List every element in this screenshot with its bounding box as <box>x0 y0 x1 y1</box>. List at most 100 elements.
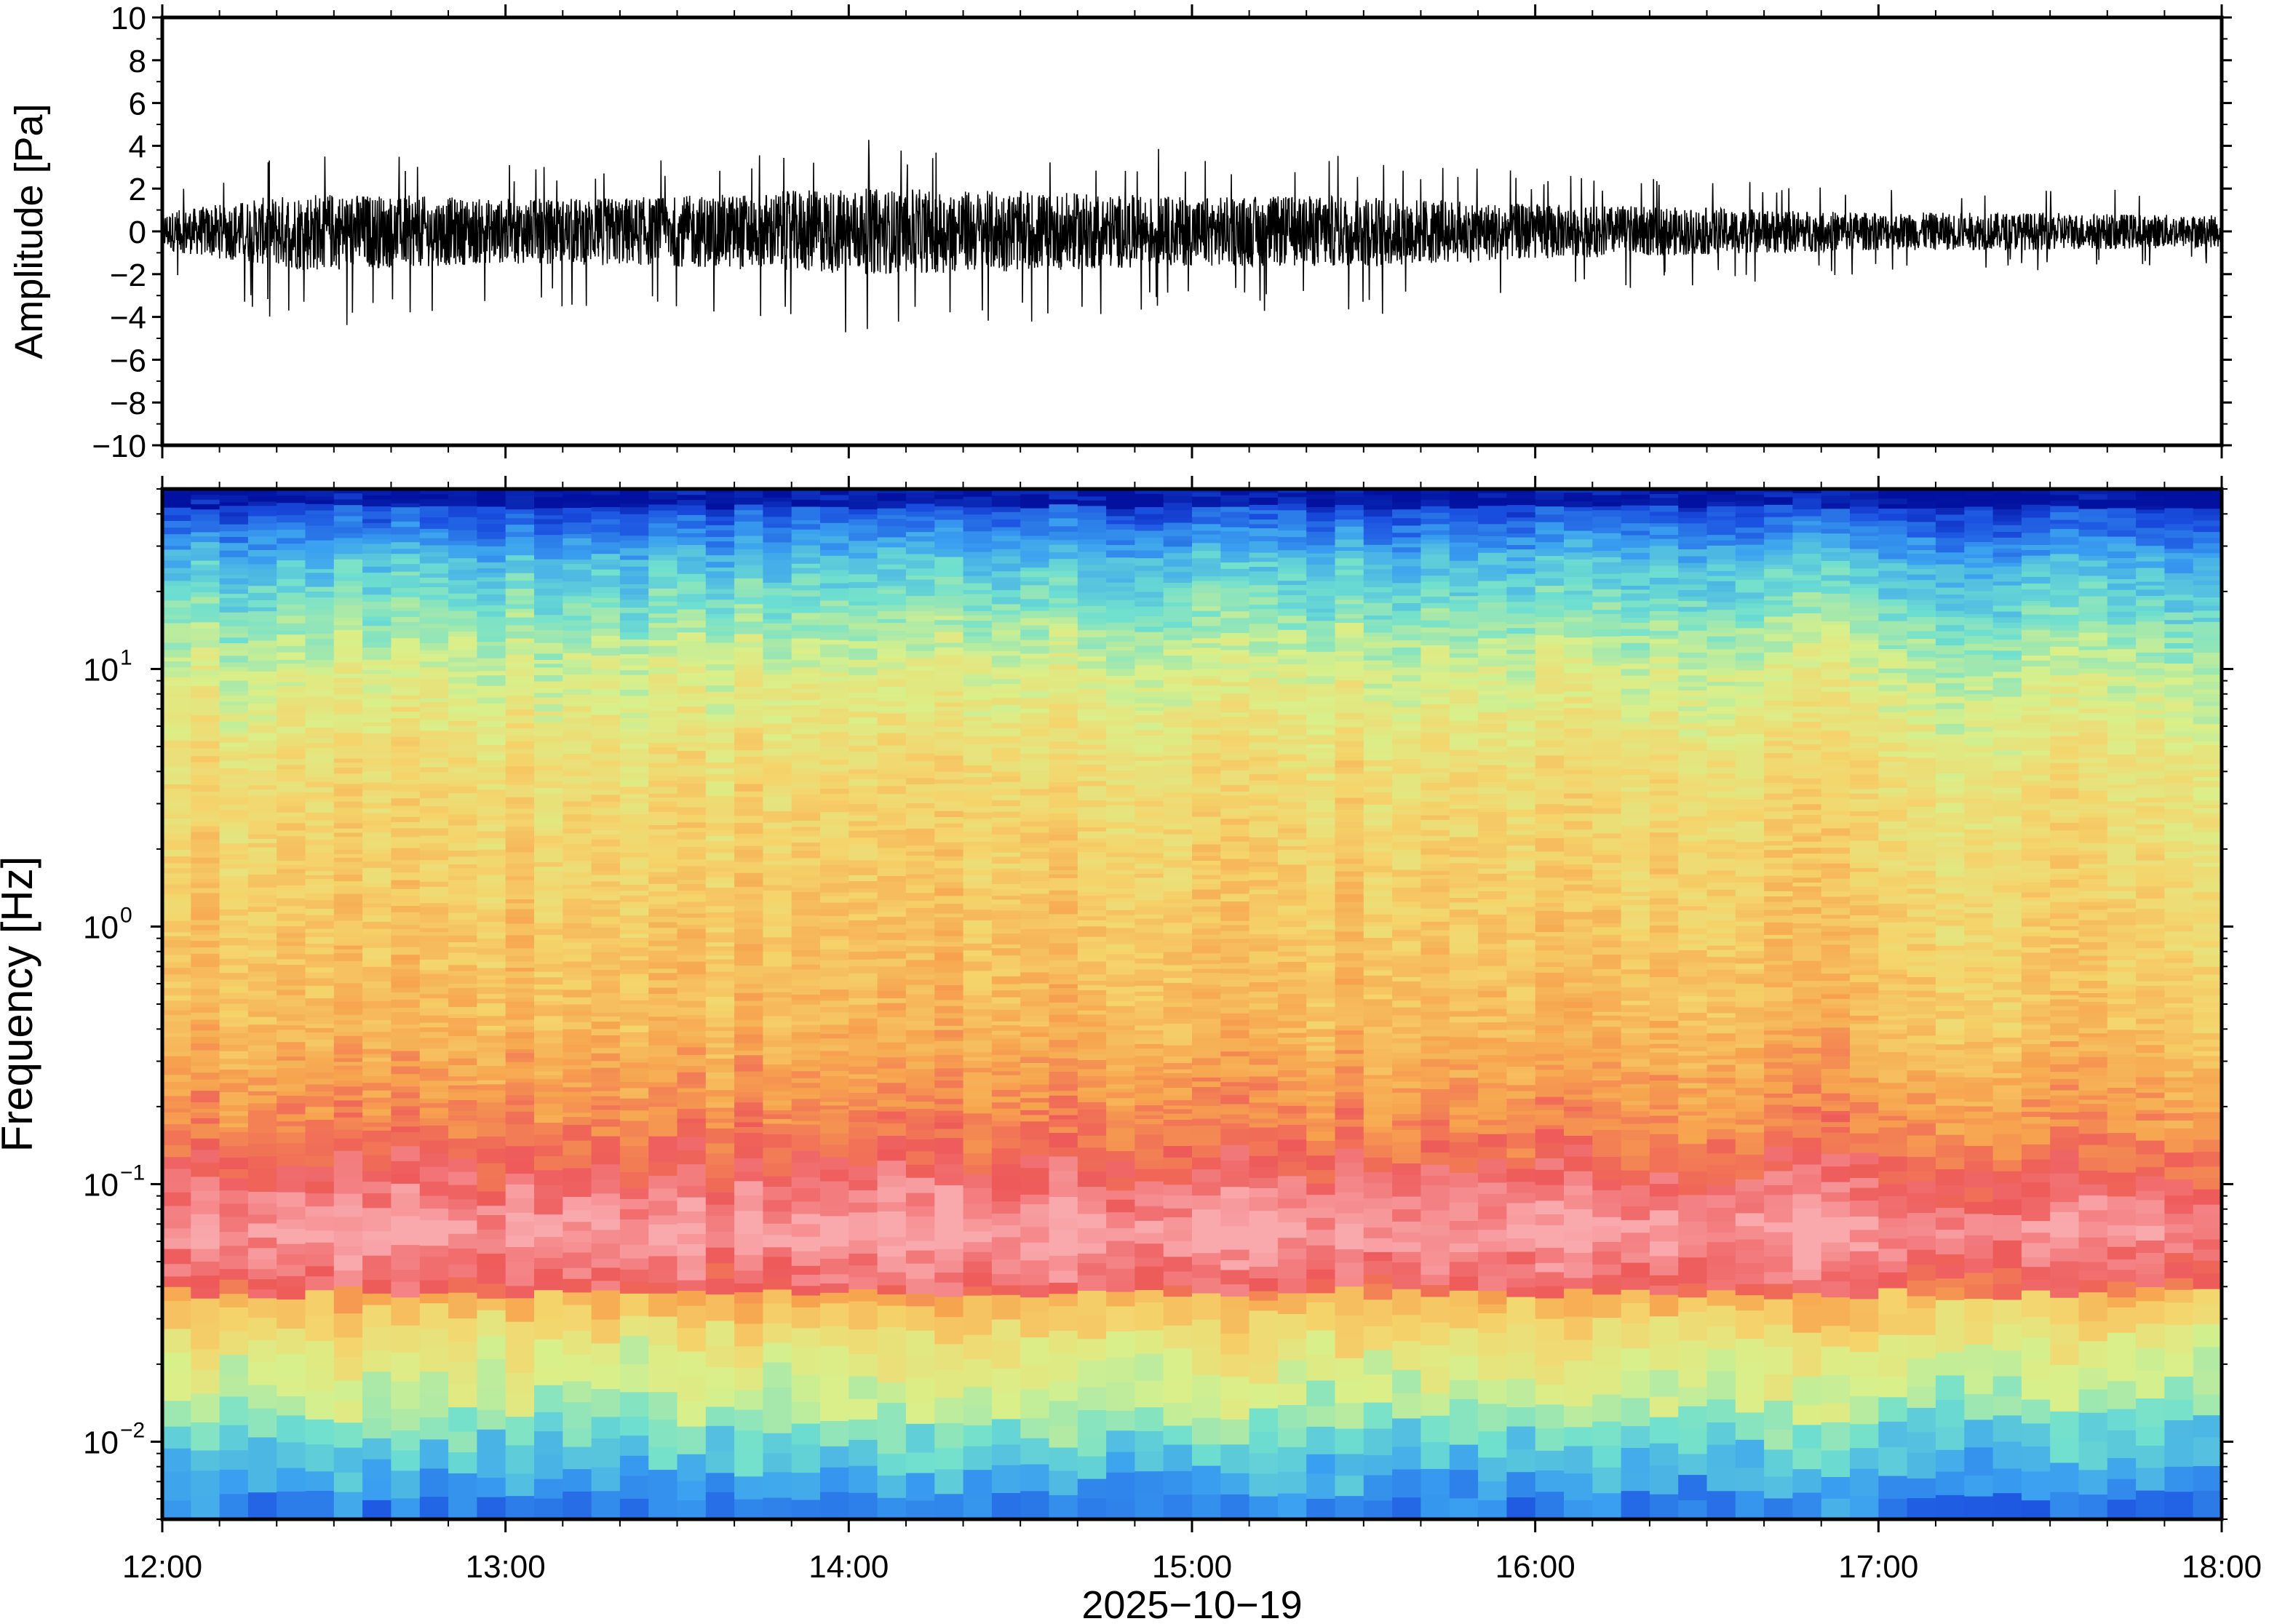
spectrogram-cell <box>534 1015 564 1024</box>
spectrogram-cell <box>963 720 993 725</box>
spectrogram-cell <box>162 1088 192 1096</box>
spectrogram-cell <box>391 924 421 929</box>
spectrogram-cell <box>1077 891 1108 896</box>
spectrogram-cell <box>791 751 821 756</box>
spectrogram-cell <box>619 1081 650 1088</box>
spectrogram-cell <box>591 1067 621 1073</box>
spectrogram-cell <box>877 1175 907 1187</box>
spectrogram-cell <box>333 629 364 635</box>
spectrogram-cell <box>877 672 907 680</box>
spectrogram-cell <box>448 757 478 764</box>
spectrogram-cell <box>277 668 306 675</box>
spectrogram-cell <box>877 916 907 925</box>
spectrogram-cell <box>877 841 907 848</box>
spectrogram-cell <box>448 751 478 757</box>
spectrogram-cell <box>448 593 478 600</box>
spectrogram-cell <box>1077 1075 1108 1081</box>
spectrogram-cell <box>1163 755 1193 760</box>
spectrogram-cell <box>391 1145 421 1161</box>
spectrogram-cell <box>877 807 907 813</box>
spectrogram-cell <box>448 1277 478 1293</box>
spectrogram-cell <box>1134 1079 1164 1085</box>
spectrogram-cell <box>247 689 278 696</box>
spectrogram-cell <box>934 1037 964 1041</box>
spectrogram-cell <box>619 498 650 503</box>
spectrogram-cell <box>648 1187 678 1201</box>
spectrogram-cell <box>477 1253 506 1269</box>
spectrogram-cell <box>162 1032 192 1038</box>
spectrogram-cell <box>305 763 335 771</box>
spectrogram-cell <box>219 1051 249 1059</box>
spectrogram-cell <box>333 1099 364 1107</box>
spectrogram-cell <box>162 489 192 493</box>
spectrogram-cell <box>505 1246 535 1262</box>
spectrogram-cell <box>934 1422 964 1449</box>
spectrogram-cell <box>677 1305 707 1329</box>
spectrogram-cell <box>362 915 392 922</box>
spectrogram-cell <box>1134 1380 1164 1408</box>
spectrogram-cell <box>677 1150 707 1165</box>
spectrogram-cell <box>1163 1157 1193 1169</box>
spectrogram-cell <box>534 885 564 891</box>
spectrogram-cell <box>991 761 1022 768</box>
spectrogram-cell <box>477 954 506 962</box>
spectrogram-cell <box>877 557 907 565</box>
spectrogram-cell <box>963 642 993 651</box>
spectrogram-cell <box>191 1275 220 1289</box>
spectrogram-cell <box>391 541 421 549</box>
spectrogram-cell <box>191 592 220 597</box>
spectrogram-cell <box>934 1209 964 1225</box>
spectrogram-cell <box>1134 1011 1164 1019</box>
spectrogram-cell <box>1049 607 1078 611</box>
spectrogram-cell <box>277 1126 306 1133</box>
spectrogram-cell <box>619 588 650 594</box>
spectrogram-cell <box>448 1017 478 1024</box>
spectrogram-cell <box>905 658 936 666</box>
spectrogram-cell <box>247 1436 278 1465</box>
spectrogram-cell <box>563 864 592 872</box>
spectrogram-cell <box>1077 694 1108 703</box>
spectrogram-cell <box>277 1006 306 1014</box>
spectrogram-cell <box>705 1064 736 1072</box>
spectrogram-cell <box>905 765 936 773</box>
spectrogram-cell <box>563 839 592 845</box>
spectrogram-cell <box>1220 942 1250 952</box>
spectrogram-cell <box>877 812 907 821</box>
spectrogram-cell <box>505 792 535 797</box>
spectrogram-cell <box>1163 1078 1193 1082</box>
spectrogram-cell <box>849 557 878 567</box>
spectrogram-cell <box>677 1108 707 1115</box>
spectrogram-cell <box>333 952 364 961</box>
spectrogram-cell <box>1192 542 1222 552</box>
spectrogram-cell <box>705 1010 736 1018</box>
spectrogram-cell <box>877 618 907 624</box>
spectrogram-cell <box>477 670 506 676</box>
spectrogram-cell <box>362 511 392 520</box>
spectrogram-cell <box>705 773 736 781</box>
spectrogram-cell <box>648 688 678 694</box>
spectrogram-cell <box>1163 1119 1193 1126</box>
spectrogram-cell <box>219 720 249 728</box>
spectrogram-cell <box>563 1022 592 1030</box>
spectrogram-cell <box>162 1014 192 1022</box>
spectrogram-cell <box>705 1320 736 1347</box>
spectrogram-cell <box>619 786 650 795</box>
spectrogram-cell <box>791 994 821 1000</box>
spectrogram-cell <box>391 842 421 848</box>
spectrogram-cell <box>305 500 335 504</box>
spectrogram-cell <box>1049 517 1078 527</box>
spectrogram-cell <box>305 544 335 553</box>
spectrogram-cell <box>505 992 535 998</box>
spectrogram-cell <box>419 1113 450 1119</box>
spectrogram-cell <box>305 884 335 888</box>
spectrogram-cell <box>734 1050 764 1056</box>
spectrogram-cell <box>648 543 678 548</box>
spectrogram-cell <box>1192 714 1222 720</box>
spectrogram-cell <box>1106 1000 1136 1006</box>
spectrogram-cell <box>934 972 964 979</box>
spectrogram-cell <box>1077 577 1108 586</box>
spectrogram-cell <box>1134 1111 1164 1115</box>
spectrogram-cell <box>705 567 736 572</box>
spectrogram-cell <box>820 1397 850 1421</box>
spectrogram-cell <box>563 602 592 608</box>
